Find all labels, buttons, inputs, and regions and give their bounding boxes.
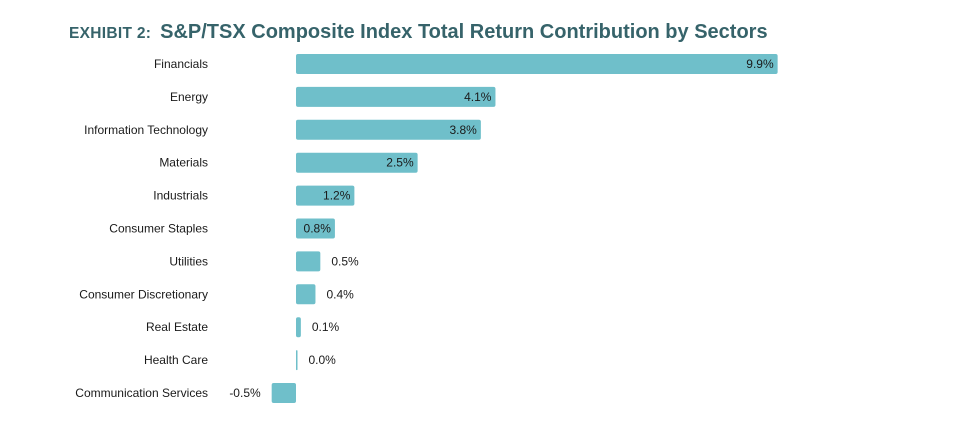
bar-utilities <box>296 251 321 272</box>
value-label-real-estate: 0.1% <box>312 320 340 334</box>
chart-title: EXHIBIT 2: S&P/TSX Composite Index Total… <box>69 9 768 46</box>
value-label-consumer-discretionary: 0.4% <box>326 287 354 301</box>
category-label-consumer-discretionary: Consumer Discretionary <box>79 287 208 301</box>
chart-title-text: S&P/TSX Composite Index Total Return Con… <box>160 21 768 43</box>
bar-health-care <box>296 350 298 371</box>
value-label-communication-services: -0.5% <box>229 386 261 400</box>
value-label-industrials: 1.2% <box>323 189 351 203</box>
value-label-utilities: 0.5% <box>331 254 359 268</box>
bar-information-technology <box>296 119 481 140</box>
bar-industrials <box>296 185 355 206</box>
category-label-information-technology: Information Technology <box>84 123 208 137</box>
category-label-financials: Financials <box>154 57 208 71</box>
value-label-financials: 9.9% <box>746 57 774 71</box>
exhibit-label: EXHIBIT 2: <box>69 25 152 42</box>
bar-communication-services <box>271 383 296 403</box>
bar-materials <box>296 152 418 173</box>
value-label-information-technology: 3.8% <box>450 123 478 137</box>
category-label-materials: Materials <box>159 156 208 170</box>
bar-consumer-discretionary <box>296 284 316 305</box>
value-label-health-care: 0.0% <box>309 353 337 367</box>
value-label-materials: 2.5% <box>386 156 414 170</box>
value-label-consumer-staples: 0.8% <box>304 222 332 236</box>
category-label-consumer-staples: Consumer Staples <box>109 222 208 236</box>
value-label-energy: 4.1% <box>464 90 492 104</box>
category-label-industrials: Industrials <box>153 189 208 203</box>
bar-energy <box>296 86 496 107</box>
bar-real-estate <box>296 317 301 338</box>
category-label-energy: Energy <box>170 90 208 104</box>
category-label-real-estate: Real Estate <box>146 320 208 334</box>
bar-consumer-staples <box>296 218 335 239</box>
category-label-communication-services: Communication Services <box>75 386 208 400</box>
bar-financials <box>296 54 778 74</box>
category-label-health-care: Health Care <box>144 353 208 367</box>
category-label-utilities: Utilities <box>169 254 208 268</box>
